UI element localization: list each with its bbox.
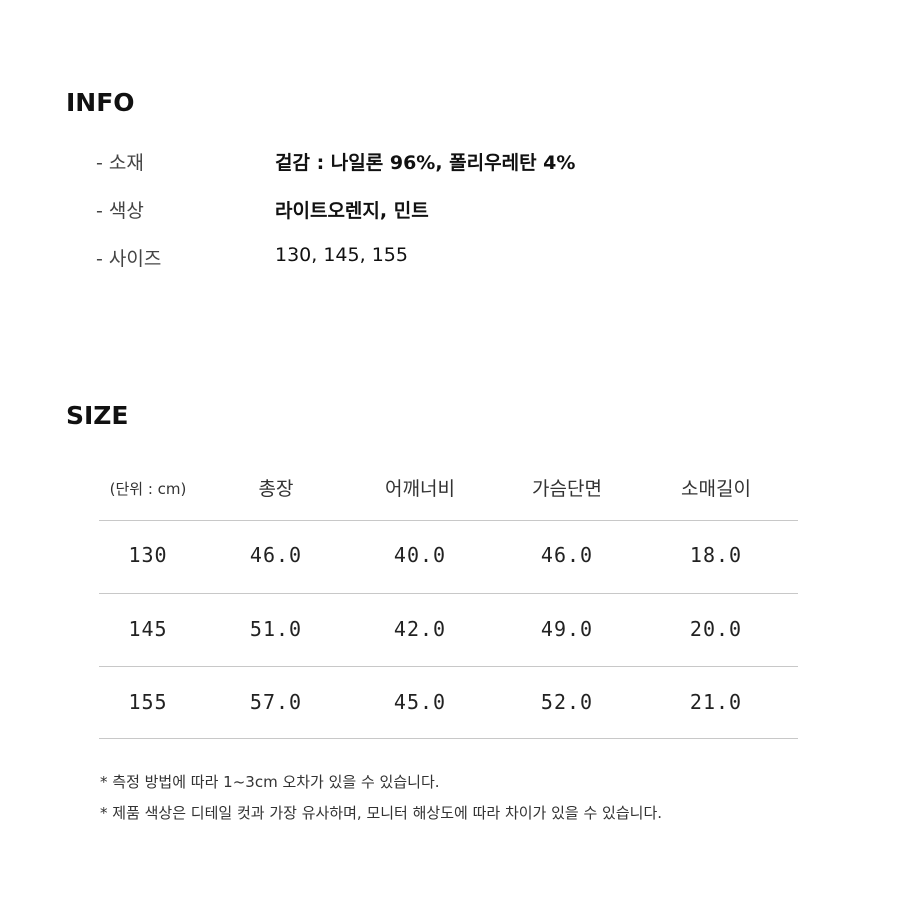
table-cell: 42.0 [393,617,447,641]
table-cell: 145 [128,617,168,641]
divider [99,593,798,594]
table-header-unit: (단위 : cm) [109,480,187,498]
table-cell: 155 [128,690,168,714]
table-cell: 51.0 [249,617,303,641]
table-cell: 45.0 [393,690,447,714]
info-label-size: - 사이즈 [96,248,162,270]
note-measurement: * 측정 방법에 따라 1~3cm 오차가 있을 수 있습니다. [100,773,440,791]
table-cell: 52.0 [540,690,594,714]
divider [99,666,798,667]
table-cell: 57.0 [249,690,303,714]
table-header: 가슴단면 [532,478,602,500]
info-value-color: 라이트오렌지, 민트 [275,200,429,222]
table-header: 어깨너비 [385,478,455,500]
table-cell: 18.0 [689,543,743,567]
info-value-material: 겉감 : 나일론 96%, 폴리우레탄 4% [275,152,576,174]
table-cell: 21.0 [689,690,743,714]
info-value-size: 130, 145, 155 [275,244,408,266]
info-label-color: - 색상 [96,200,144,222]
note-color: * 제품 색상은 디테일 컷과 가장 유사하며, 모니터 해상도에 따라 차이가… [100,804,663,822]
table-header: 총장 [258,478,294,500]
table-cell: 46.0 [540,543,594,567]
divider [99,520,798,521]
size-heading: SIZE [66,401,129,430]
divider [99,738,798,739]
info-heading: INFO [66,88,135,117]
table-cell: 130 [128,543,168,567]
info-label-material: - 소재 [96,152,144,174]
table-cell: 20.0 [689,617,743,641]
table-header: 소매길이 [681,478,751,500]
table-cell: 49.0 [540,617,594,641]
table-cell: 46.0 [249,543,303,567]
table-cell: 40.0 [393,543,447,567]
